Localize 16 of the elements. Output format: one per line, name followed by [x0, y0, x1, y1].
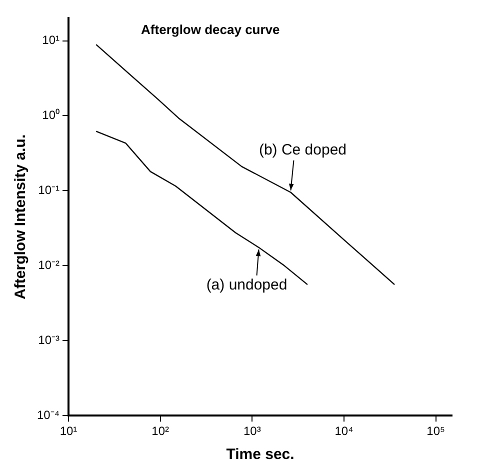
x-axis-title: Time sec.: [226, 446, 294, 464]
y-tick-label: 10⁻²: [38, 258, 60, 272]
y-tick-label: 10⁻³: [38, 332, 60, 347]
y-tick-label: 10¹: [42, 33, 60, 48]
x-tick-label: 10⁵: [426, 424, 446, 438]
y-tick-label: 10⁰: [42, 108, 60, 122]
x-tick-label: 10¹: [60, 424, 78, 438]
annotation: (b) Ce doped: [258, 142, 347, 159]
annotation: (a) undoped: [206, 276, 288, 294]
x-tick-label: 10⁴: [334, 424, 354, 438]
x-tick-label: 10³: [243, 424, 261, 438]
y-tick-label: 10⁻⁴: [36, 408, 60, 422]
y-axis-title: Afterglow Intensity a.u.: [12, 134, 30, 300]
x-tick-label: 10²: [152, 424, 170, 438]
y-tick-label: 10⁻¹: [38, 183, 60, 198]
chart-title: Afterglow decay curve: [141, 22, 280, 37]
